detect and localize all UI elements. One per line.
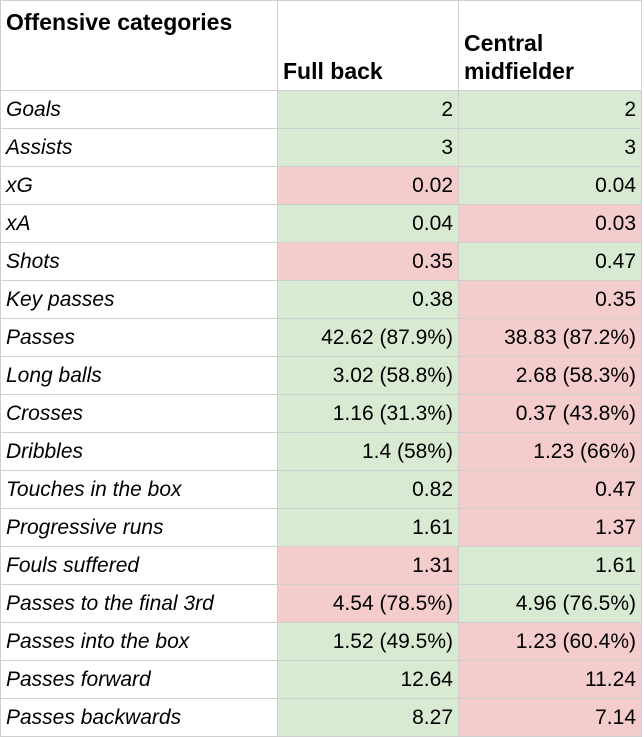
value-cell: 11.24 (458, 660, 642, 699)
row-label: Passes (0, 318, 278, 357)
value-cell: 0.38 (277, 280, 459, 319)
value-cell: 0.04 (277, 204, 459, 243)
data-row: Goals 2 2 (0, 90, 642, 129)
header-cell: Central midfielder (458, 0, 642, 91)
row-label: Progressive runs (0, 508, 278, 547)
row-label: Passes backwards (0, 698, 278, 737)
value-cell: 0.02 (277, 166, 459, 205)
data-row: Passes to the final 3rd 4.54 (78.5%) 4.96 … (0, 584, 642, 623)
data-row: xG 0.02 0.04 (0, 166, 642, 205)
value-cell: 1.16 (31.3%) (277, 394, 459, 433)
header-cell: Offensive categories (0, 0, 278, 91)
data-row: Passes into the box 1.52 (49.5%) 1.23 (60.… (0, 622, 642, 661)
value-cell: 1.23 (60.4%) (458, 622, 642, 661)
value-cell: 42.62 (87.9%) (277, 318, 459, 357)
value-cell: 1.4 (58%) (277, 432, 459, 471)
row-label: Passes into the box (0, 622, 278, 661)
row-label: Dribbles (0, 432, 278, 471)
value-cell: 2 (277, 90, 459, 129)
value-cell: 2 (458, 90, 642, 129)
data-row: Passes forward 12.64 11.24 (0, 660, 642, 699)
data-row: Assists 3 3 (0, 128, 642, 167)
value-cell: 2.68 (58.3%) (458, 356, 642, 395)
header-cell: Full back (277, 0, 459, 91)
value-cell: 0.35 (277, 242, 459, 281)
value-cell: 0.47 (458, 242, 642, 281)
data-row: Progressive runs 1.61 1.37 (0, 508, 642, 547)
data-row: Fouls suffered 1.31 1.61 (0, 546, 642, 585)
data-row: Passes backwards 8.27 7.14 (0, 698, 642, 737)
value-cell: 1.37 (458, 508, 642, 547)
row-label: Touches in the box (0, 470, 278, 509)
value-cell: 12.64 (277, 660, 459, 699)
value-cell: 8.27 (277, 698, 459, 737)
row-label: Fouls suffered (0, 546, 278, 585)
row-label: Passes to the final 3rd (0, 584, 278, 623)
row-label: xA (0, 204, 278, 243)
value-cell: 0.82 (277, 470, 459, 509)
value-cell: 3.02 (58.8%) (277, 356, 459, 395)
value-cell: 4.54 (78.5%) (277, 584, 459, 623)
value-cell: 0.04 (458, 166, 642, 205)
data-row: Key passes 0.38 0.35 (0, 280, 642, 319)
row-label: Key passes (0, 280, 278, 319)
value-cell: 0.37 (43.8%) (458, 394, 642, 433)
value-cell: 1.31 (277, 546, 459, 585)
data-row: xA 0.04 0.03 (0, 204, 642, 243)
value-cell: 1.61 (277, 508, 459, 547)
row-label: Crosses (0, 394, 278, 433)
header-row: Offensive categories Full back Central m… (0, 0, 642, 91)
value-cell: 3 (277, 128, 459, 167)
data-row: Passes 42.62 (87.9%) 38.83 (87.2%) (0, 318, 642, 357)
row-label: Long balls (0, 356, 278, 395)
row-label: Shots (0, 242, 278, 281)
row-label: Goals (0, 90, 278, 129)
data-row: Crosses 1.16 (31.3%) 0.37 (43.8%) (0, 394, 642, 433)
value-cell: 1.23 (66%) (458, 432, 642, 471)
value-cell: 3 (458, 128, 642, 167)
value-cell: 0.35 (458, 280, 642, 319)
value-cell: 0.47 (458, 470, 642, 509)
value-cell: 4.96 (76.5%) (458, 584, 642, 623)
data-row: Long balls 3.02 (58.8%) 2.68 (58.3%) (0, 356, 642, 395)
value-cell: 7.14 (458, 698, 642, 737)
row-label: Passes forward (0, 660, 278, 699)
data-row: Dribbles 1.4 (58%) 1.23 (66%) (0, 432, 642, 471)
value-cell: 1.61 (458, 546, 642, 585)
value-cell: 38.83 (87.2%) (458, 318, 642, 357)
data-row: Touches in the box 0.82 0.47 (0, 470, 642, 509)
value-cell: 1.52 (49.5%) (277, 622, 459, 661)
data-row: Shots 0.35 0.47 (0, 242, 642, 281)
row-label: Assists (0, 128, 278, 167)
row-label: xG (0, 166, 278, 205)
value-cell: 0.03 (458, 204, 642, 243)
